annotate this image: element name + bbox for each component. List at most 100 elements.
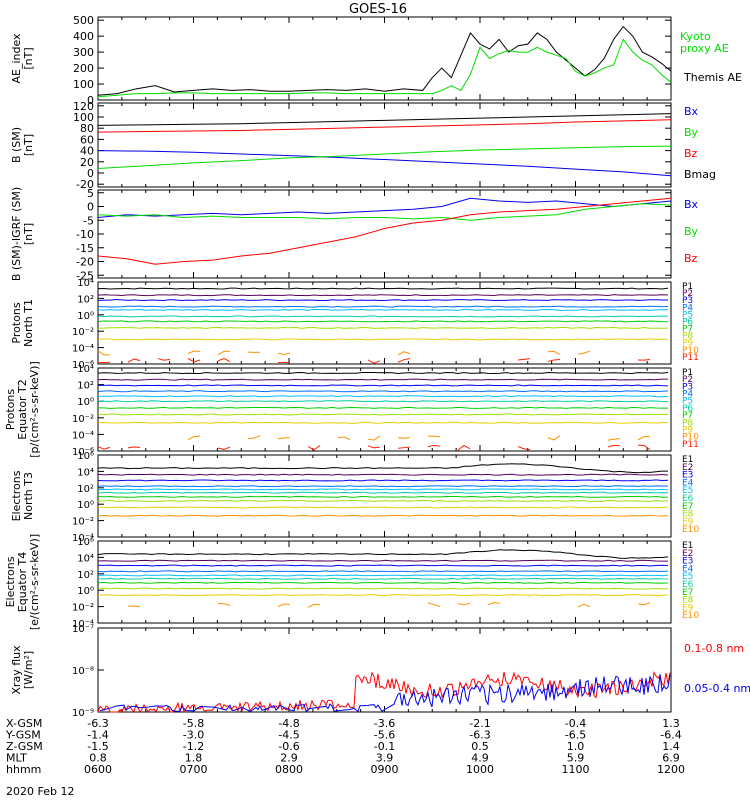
flux-line [97,488,669,491]
y-tick-label: 200 [73,62,94,75]
footer-value: 1100 [562,763,590,776]
footer-value: 2.9 [280,752,298,765]
y-axis-label-line: [e/(cm²-s-sr-keV)] [28,534,41,630]
footer-value: 0.5 [471,740,489,753]
legend-entry: Bx [684,198,699,211]
y-axis-label-line: Electrons [4,556,17,607]
channel-label: E1 [682,455,693,465]
flux-fragment [427,444,441,448]
footer-value: -1.4 [87,729,108,742]
y-tick-label: 40 [80,145,94,158]
legend-entry: 0.1-0.8 nm [684,642,744,655]
footer-value: 5.9 [567,752,585,765]
flux-line [97,287,669,290]
y-tick-label: 10⁻² [72,603,94,614]
channel-label: P7 [682,411,693,421]
channel-label: P9 [682,339,693,349]
legend-line: Kyoto [680,30,711,43]
flux-fragment [577,603,591,608]
y-tick-label: 20 [80,156,94,169]
flux-fragment [187,350,201,355]
flux-line [97,299,669,302]
panel-5: ProtonsEquator T2[p/(cm²-s-sr-keV)] 10⁻⁶ 1… [4,361,699,458]
flux-line [97,463,669,474]
channel-label: E9 [682,517,694,527]
flux-line [97,549,669,559]
flux-line [97,400,669,403]
panel-frame [97,16,672,101]
y-tick-label: 10⁰ [77,500,94,511]
flux-fragment [547,435,561,441]
flux-line [97,320,669,323]
y-axis-label: AE_index[nT] [10,33,35,84]
flux-fragment [397,437,411,439]
y-axis-label-line: North T1 [22,299,35,347]
flux-fragment [637,602,651,606]
footer-value: -4.8 [278,717,299,730]
series-line [97,197,672,265]
legend-entry: 0.05-0.4 nm [684,682,750,695]
flux-fragment [277,603,291,608]
footer-row-label: X-GSM [6,717,42,730]
footer-value: 0600 [84,763,112,776]
flux-line [97,421,669,424]
footer-value: -5.8 [183,717,204,730]
y-tick-label: 0 [87,94,94,107]
flux-fragment [127,358,141,363]
channel-label: P3 [682,382,693,392]
footer-value: 1.8 [185,752,203,765]
channel-label: P8 [682,332,693,342]
footer-ephemeris: X-GSM -6.3 -5.8 -4.8 -3.6 -2.1 -0.4 1.3 Y-GSM -1.… [5,717,685,776]
y-tick-label: 10⁶ [77,537,94,548]
y-tick-label: 10² [77,381,94,392]
legend-entry: By [684,225,699,238]
y-tick-label: -5 [83,214,94,227]
footer-value: 0800 [275,763,303,776]
y-tick-label: 10⁰ [77,586,94,597]
footer-value: 3.9 [376,752,394,765]
channel-label: P2 [682,289,693,299]
footer-value: 0900 [371,763,399,776]
flux-line [97,413,669,416]
flux-line [97,395,669,398]
footer-value: -0.1 [374,740,395,753]
channel-label: P4 [682,390,693,400]
channel-label: E5 [682,486,693,496]
footer-value: 4.9 [471,752,489,765]
flux-line [97,594,669,597]
flux-fragment [517,446,531,451]
legend-entry: Bx [684,105,699,118]
y-tick-label: 100 [73,78,94,91]
channel-label: P5 [682,310,693,320]
flux-fragment [187,435,201,441]
legend-entry: Bz [684,252,698,265]
y-tick-label: 10⁻⁶ [72,360,94,371]
y-tick-label: 10⁻² [72,327,94,338]
footer-value: 1.4 [662,740,680,753]
series-line [97,113,672,126]
footer-value: -6.3 [87,717,108,730]
flux-line [97,338,669,341]
flux-line [97,473,669,476]
y-tick-label: 300 [73,46,94,59]
flux-line [97,495,669,498]
flux-fragment [607,444,621,448]
footer-value: -6.4 [660,729,681,742]
y-tick-label: 10⁻⁸ [72,666,94,677]
y-axis-label-line: [nT] [22,134,35,156]
y-axis-label-line: North T3 [22,472,35,520]
y-axis-label: ProtonsEquator T2[p/(cm²-s-sr-keV)] [4,361,41,458]
y-axis-label-line: Protons [4,389,17,430]
y-tick-label: 0 [87,167,94,180]
flux-line [97,581,669,584]
channel-label: E6 [682,580,694,590]
flux-line [97,514,669,517]
y-tick-label: 10⁻⁴ [72,619,94,630]
flux-line [97,485,669,488]
flux-fragment [637,444,651,450]
series-line [97,38,672,98]
y-tick-label: 10² [77,570,94,581]
channel-label: E10 [682,611,699,621]
footer-value: 6.9 [662,752,680,765]
